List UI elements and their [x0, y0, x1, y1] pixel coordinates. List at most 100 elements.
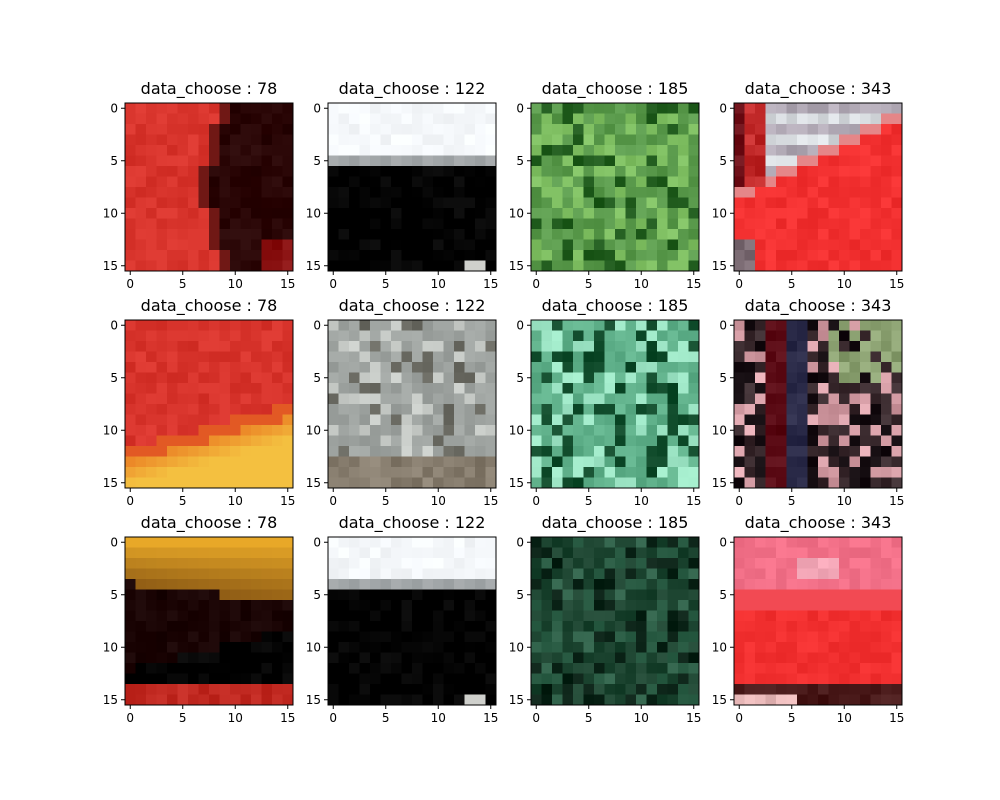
image-pixel — [870, 239, 882, 251]
image-pixel — [678, 600, 689, 611]
image-pixel — [359, 558, 371, 569]
image-pixel — [678, 404, 689, 415]
image-pixel — [359, 330, 371, 342]
image-pixel — [443, 239, 455, 251]
image-pixel — [531, 694, 542, 706]
image-pixel — [359, 383, 371, 394]
image-pixel — [755, 694, 766, 706]
image-pixel — [776, 320, 787, 331]
image-pixel — [625, 124, 637, 135]
image-pixel — [485, 579, 497, 590]
image-pixel — [818, 260, 829, 272]
image-pixel — [870, 218, 882, 230]
x-tick-label: 5 — [788, 494, 796, 508]
image-pixel — [443, 467, 455, 478]
image-pixel — [776, 446, 787, 457]
image-pixel — [401, 362, 413, 373]
image-pixel — [860, 393, 871, 405]
x-tick-label: 0 — [532, 494, 540, 508]
image-pixel — [282, 208, 294, 219]
image-pixel — [797, 362, 808, 373]
image-pixel — [391, 694, 402, 706]
image-pixel — [765, 393, 777, 405]
image-pixel — [573, 239, 584, 251]
image-pixel — [541, 414, 553, 426]
image-pixel — [219, 176, 231, 188]
image-pixel — [594, 404, 605, 415]
image-pixel — [849, 642, 861, 653]
image-pixel — [167, 467, 178, 478]
image-pixel — [678, 610, 689, 622]
image-pixel — [422, 341, 434, 352]
image-pixel — [786, 330, 798, 342]
image-pixel — [849, 250, 861, 261]
image-pixel — [261, 218, 273, 230]
image-pixel — [797, 404, 808, 415]
image-pixel — [849, 362, 861, 373]
image-pixel — [125, 446, 136, 457]
image-pixel — [156, 652, 168, 664]
image-pixel — [209, 537, 220, 548]
image-pixel — [282, 362, 294, 373]
image-pixel — [636, 589, 647, 601]
image-pixel — [391, 197, 402, 209]
image-pixel — [755, 621, 766, 632]
image-pixel — [328, 446, 339, 457]
image-pixel — [776, 145, 787, 156]
image-pixel — [734, 435, 745, 447]
image-pixel — [786, 610, 798, 622]
image-pixel — [636, 631, 647, 643]
image-pixel — [860, 145, 871, 156]
image-pixel — [349, 467, 360, 478]
image-pixel — [755, 684, 766, 695]
panel-title: data_choose : 343 — [745, 296, 892, 316]
image-pixel — [146, 621, 157, 632]
image-pixel — [125, 103, 136, 114]
image-pixel — [552, 134, 563, 146]
image-pixel — [359, 260, 371, 272]
image-pixel — [475, 134, 486, 146]
image-pixel — [370, 589, 381, 601]
image-pixel — [657, 383, 668, 394]
y-tick-label: 15 — [103, 259, 118, 273]
image-pixel — [870, 134, 882, 146]
image-pixel — [583, 145, 595, 156]
image-pixel — [786, 155, 798, 167]
image-pixel — [828, 197, 840, 209]
y-tick-label: 0 — [313, 535, 321, 549]
image-pixel — [583, 134, 595, 146]
image-pixel — [765, 694, 777, 706]
image-pixel — [251, 362, 262, 373]
image-pixel — [485, 600, 497, 611]
image-pixel — [657, 103, 668, 114]
image-pixel — [282, 435, 294, 447]
image-pixel — [849, 124, 861, 135]
image-pixel — [370, 362, 381, 373]
image-pixel — [776, 467, 787, 478]
image-pixel — [391, 145, 402, 156]
image-pixel — [475, 414, 486, 426]
image-pixel — [891, 320, 903, 331]
image-pixel — [765, 124, 777, 135]
image-pixel — [881, 134, 892, 146]
image-pixel — [552, 383, 563, 394]
image-pixel — [573, 589, 584, 601]
image-pixel — [485, 568, 497, 580]
image-pixel — [573, 600, 584, 611]
image-pixel — [422, 414, 434, 426]
image-pixel — [349, 558, 360, 569]
image-pixel — [786, 176, 798, 188]
image-pixel — [765, 589, 777, 601]
image-pixel — [454, 103, 465, 114]
image-pixel — [678, 229, 689, 240]
image-pixel — [261, 103, 273, 114]
image-pixel — [636, 547, 647, 559]
image-pixel — [261, 229, 273, 240]
x-tick-label: 15 — [280, 277, 295, 291]
image-pixel — [198, 341, 210, 352]
image-pixel — [755, 404, 766, 415]
image-pixel — [625, 103, 637, 114]
image-pixel — [475, 663, 486, 674]
image-pixel — [135, 547, 147, 559]
image-pixel — [839, 372, 850, 384]
